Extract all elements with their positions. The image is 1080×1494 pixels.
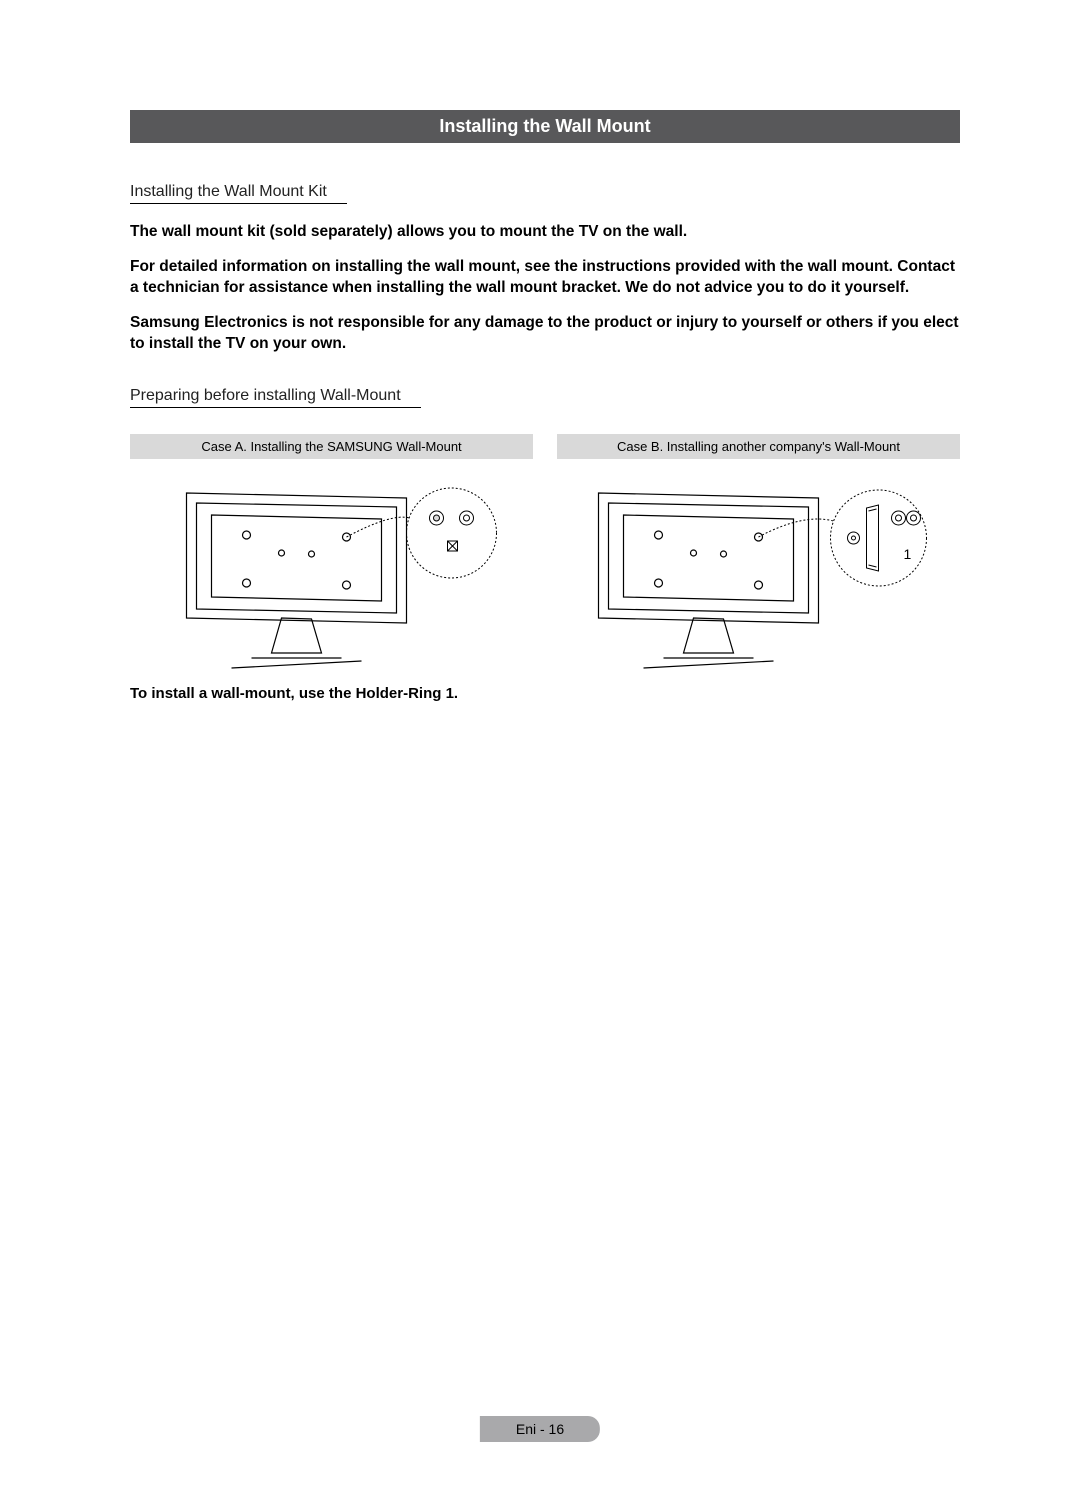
case-b-diagram: 1	[557, 463, 960, 673]
diagram-row: Case A. Installing the SAMSUNG Wall-Moun…	[130, 434, 960, 673]
case-b-header: Case B. Installing another company's Wal…	[557, 434, 960, 459]
section-heading-prepare: Preparing before installing Wall-Mount	[130, 387, 421, 408]
case-a-diagram	[130, 463, 533, 673]
title-bar: Installing the Wall Mount	[130, 110, 960, 143]
diagram-col-a: Case A. Installing the SAMSUNG Wall-Moun…	[130, 434, 533, 673]
footnote: To install a wall-mount, use the Holder-…	[130, 685, 960, 702]
paragraph-2: For detailed information on installing t…	[130, 257, 960, 299]
holder-ring-label: 1	[904, 546, 912, 562]
paragraph-3: Samsung Electronics is not responsible f…	[130, 313, 960, 355]
case-a-header: Case A. Installing the SAMSUNG Wall-Moun…	[130, 434, 533, 459]
section-heading-kit: Installing the Wall Mount Kit	[130, 183, 347, 204]
page-footer: Eni - 16	[480, 1416, 600, 1442]
paragraph-1: The wall mount kit (sold separately) all…	[130, 222, 960, 243]
diagram-col-b: Case B. Installing another company's Wal…	[557, 434, 960, 673]
